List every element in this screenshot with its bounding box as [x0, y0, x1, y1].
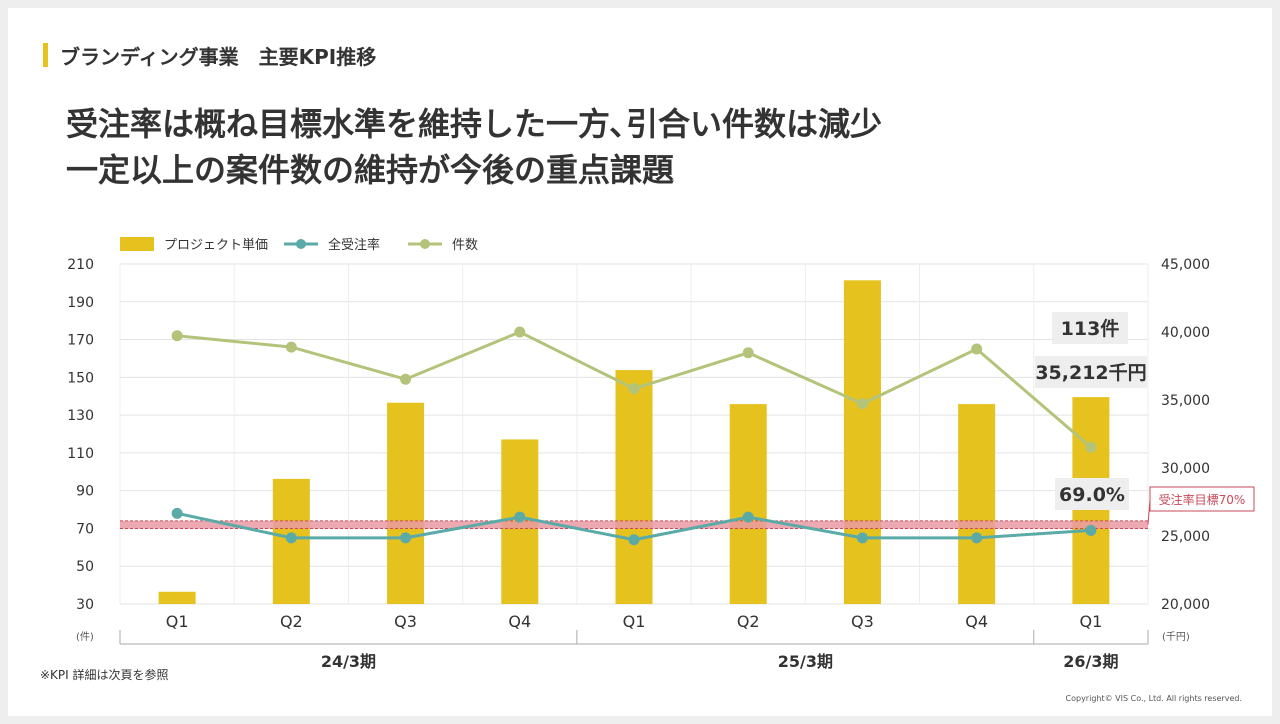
left-axis-tick-label: 150: [67, 370, 94, 386]
series-count-point: [285, 341, 297, 353]
annotation-rate: 69.0%: [1059, 484, 1125, 506]
x-axis-tick-label: Q4: [965, 612, 988, 631]
legend-label: プロジェクト単価: [164, 237, 268, 253]
right-axis-unit: (千円): [1162, 631, 1190, 643]
right-axis-tick-label: 40,000: [1161, 325, 1210, 341]
legend-swatch-bar: [120, 237, 154, 251]
x-axis-tick-label: Q2: [280, 612, 303, 631]
series-order-rate-point: [1085, 524, 1097, 536]
series-count-point: [400, 373, 412, 385]
series-count-point: [628, 383, 640, 395]
x-axis-tick-label: Q1: [1079, 612, 1102, 631]
bar-project-unit-price: [958, 404, 996, 604]
series-count-point: [971, 343, 983, 355]
section-title: ブランディング事業 主要KPI推移: [60, 45, 377, 69]
right-axis-tick-label: 35,000: [1161, 393, 1210, 409]
bar-project-unit-price: [158, 591, 196, 604]
annotation-price-bg: [1035, 356, 1147, 388]
bar-project-unit-price: [615, 370, 653, 604]
series-order-rate-point: [971, 532, 983, 544]
legend-swatch-point: [420, 239, 430, 249]
legend-label: 件数: [452, 238, 478, 253]
series-count-point: [171, 330, 183, 342]
left-axis-unit: (件): [76, 631, 94, 643]
left-axis-tick-label: 170: [67, 333, 94, 349]
right-axis-tick-label: 25,000: [1161, 529, 1210, 545]
series-order-rate-point: [514, 511, 526, 523]
headline-line-1: 受注率は概ね目標水準を維持した一方､引合い件数は減少: [66, 105, 883, 143]
series-count-point: [856, 398, 868, 410]
period-label: 24/3期: [321, 652, 376, 671]
right-axis-tick-label: 30,000: [1161, 461, 1210, 477]
series-order-rate-point: [171, 507, 183, 519]
bar-project-unit-price: [387, 402, 425, 604]
annotation-price: 35,212千円: [1035, 362, 1146, 384]
right-axis-tick-label: 20,000: [1161, 597, 1210, 613]
series-order-rate-point: [742, 511, 754, 523]
series-order-rate-point: [400, 532, 412, 544]
x-axis-tick-label: Q2: [737, 612, 760, 631]
headline: 受注率は概ね目標水準を維持した一方､引合い件数は減少 一定以上の案件数の維持が今…: [66, 101, 882, 193]
target-label: 受注率目標70%: [1159, 492, 1246, 507]
left-axis-tick-label: 110: [67, 446, 94, 462]
left-axis-tick-label: 90: [76, 484, 94, 500]
bar-project-unit-price: [729, 404, 767, 604]
series-count-point: [1085, 441, 1097, 453]
period-label: 26/3期: [1063, 652, 1118, 671]
footnote: ※KPI 詳細は次頁を参照: [40, 668, 169, 682]
bar-project-unit-price: [843, 280, 881, 604]
annotation-count: 113件: [1061, 317, 1120, 340]
left-axis-tick-label: 190: [67, 295, 94, 311]
series-order-rate-point: [628, 534, 640, 546]
target-label-box: [1149, 486, 1255, 512]
headline-line-2: 一定以上の案件数の維持が今後の重点課題: [66, 151, 675, 189]
section-accent-bar: [43, 43, 48, 67]
series-count-point: [742, 347, 754, 359]
left-axis-tick-label: 70: [76, 521, 94, 537]
x-axis-tick-label: Q1: [623, 612, 646, 631]
right-axis-tick-label: 45,000: [1161, 257, 1210, 273]
series-count-point: [514, 326, 526, 338]
copyright: Copyright© VIS Co., Ltd. All rights rese…: [1065, 694, 1242, 703]
legend-swatch-point: [296, 239, 306, 249]
x-axis-tick-label: Q3: [851, 612, 874, 631]
x-axis-tick-label: Q1: [166, 612, 189, 631]
period-label: 25/3期: [778, 652, 833, 671]
x-axis-tick-label: Q3: [394, 612, 417, 631]
legend-label: 全受注率: [328, 237, 380, 253]
annotation-rate-bg: [1055, 478, 1129, 510]
left-axis-tick-label: 130: [67, 408, 94, 424]
x-axis-tick-label: Q4: [508, 612, 531, 631]
left-axis-tick-label: 30: [76, 597, 94, 613]
target-band: [120, 520, 1148, 529]
series-order-rate-point: [285, 532, 297, 544]
series-order-rate-point: [856, 532, 868, 544]
annotation-count-bg: [1052, 312, 1128, 344]
left-axis-tick-label: 210: [67, 257, 94, 273]
left-axis-tick-label: 50: [76, 559, 94, 575]
